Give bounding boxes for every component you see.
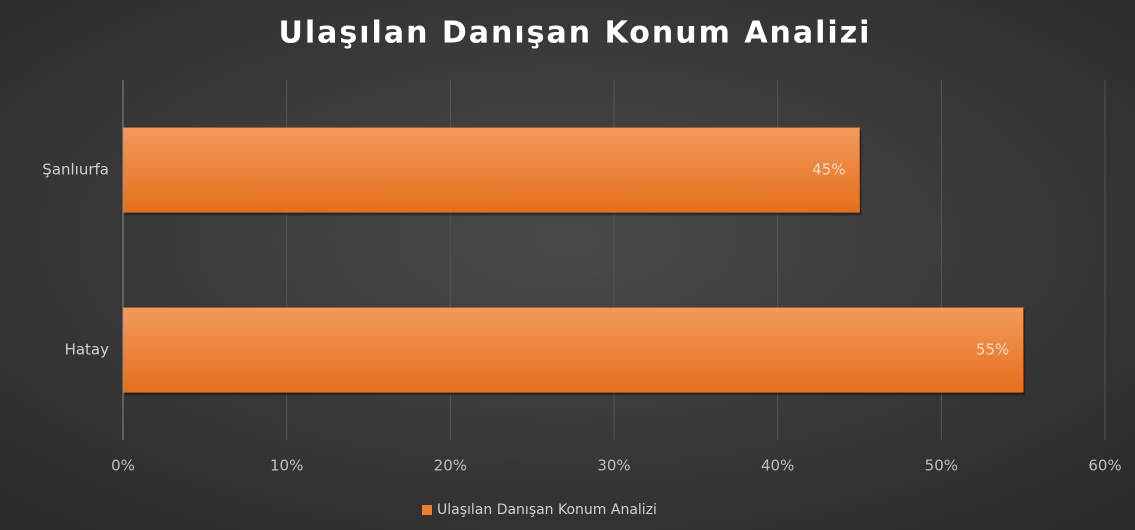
legend-label: Ulaşılan Danışan Konum Analizi <box>437 502 657 518</box>
x-tick-label: 20% <box>434 457 467 475</box>
bar <box>122 127 860 213</box>
x-tick-label: 30% <box>597 457 630 475</box>
x-tick-label: 50% <box>925 457 958 475</box>
chart-title: Ulaşılan Danışan Konum Analizi <box>279 16 872 51</box>
x-tick-label: 0% <box>111 457 135 475</box>
value-label: 45% <box>812 161 845 179</box>
x-tick-label: 60% <box>1088 457 1121 475</box>
value-label: 55% <box>976 341 1009 359</box>
y-tick-label: Şanlıurfa <box>42 161 109 179</box>
bar <box>122 307 1024 393</box>
legend-swatch <box>422 505 432 515</box>
x-tick-label: 40% <box>761 457 794 475</box>
y-tick-label: Hatay <box>65 341 110 359</box>
x-tick-label: 10% <box>270 457 303 475</box>
